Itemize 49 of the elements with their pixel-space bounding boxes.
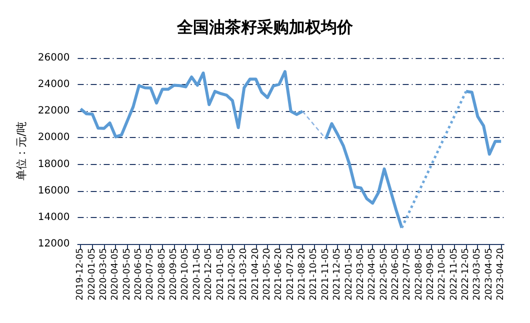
x-tick-label: 2020-10-05 [180, 248, 191, 300]
x-tick-label: 2020-03-05 [98, 248, 109, 300]
x-tick-label: 2020-07-05 [146, 248, 156, 300]
x-tick-label: 2021-06-20 [274, 248, 284, 300]
x-tick-label: 2022-12-05 [461, 248, 472, 300]
y-axis-title: 单位：元/吨 [15, 122, 28, 180]
x-tick-label: 2020-06-05 [134, 248, 144, 300]
x-tick-label: 2021-10-05 [309, 248, 320, 300]
chart-title: 全国油茶籽采购加权均价 [176, 18, 354, 36]
x-tick-label: 2022-01-05 [344, 248, 354, 300]
x-tick-label: 2023-04-20 [496, 248, 506, 300]
x-tick-label: 2022-09-05 [426, 248, 436, 300]
x-tick-label: 2022-11-05 [449, 248, 460, 300]
y-tick-label: 16000 [38, 185, 70, 196]
line-series [400, 90, 468, 230]
x-tick-label: 2021-05-20 [262, 248, 272, 300]
y-tick-label: 22000 [38, 106, 70, 117]
x-tick-label: 2020-12-05 [204, 248, 214, 300]
x-tick-label: 2022-03-05 [356, 248, 366, 300]
x-tick-label: 2022-10-05 [438, 248, 448, 300]
x-tick-label: 2021-08-20 [298, 248, 308, 300]
y-tick-label: 26000 [38, 52, 70, 64]
x-tick-label: 2020-09-05 [169, 248, 180, 300]
x-tick-label: 2021-02-05 [227, 248, 238, 300]
x-tick-label: 2021-04-20 [250, 248, 261, 300]
y-tick-label: 18000 [38, 158, 70, 170]
x-tick-label: 2021-01-05 [216, 248, 226, 300]
x-tick-label: 2022-06-05 [390, 248, 401, 300]
y-tick-label: 14000 [38, 212, 70, 223]
x-tick-label: 2021-03-20 [239, 248, 250, 300]
x-tick-label: 2021-11-05 [320, 248, 331, 300]
x-tick-label: 2020-11-05 [192, 248, 202, 300]
x-tick-label: 2020-05-05 [122, 248, 132, 300]
y-tick-label: 20000 [38, 132, 70, 144]
x-tick-label: 2023-04-05 [484, 248, 494, 300]
x-tick-label: 2022-05-05 [379, 248, 390, 300]
x-tick-label: 2020-08-05 [157, 248, 168, 300]
x-tick-label: 2022-07-05 [402, 248, 413, 300]
x-tick-label: 2022-04-05 [368, 248, 378, 300]
y-tick-label: 24000 [38, 79, 70, 90]
y-tick-label: 12000 [38, 238, 70, 250]
x-tick-label: 2020-01-05 [87, 248, 98, 300]
x-tick-label: 2019-12-05 [76, 248, 86, 300]
x-tick-label: 2021-07-20 [286, 248, 296, 300]
x-tick-label: 2020-04-05 [110, 248, 121, 300]
x-tick-label: 2022-08-05 [414, 248, 424, 300]
x-tick-label: 2021-12-05 [332, 248, 343, 300]
x-tick-label: 2023-03-05 [472, 248, 483, 300]
line-series [302, 110, 327, 140]
